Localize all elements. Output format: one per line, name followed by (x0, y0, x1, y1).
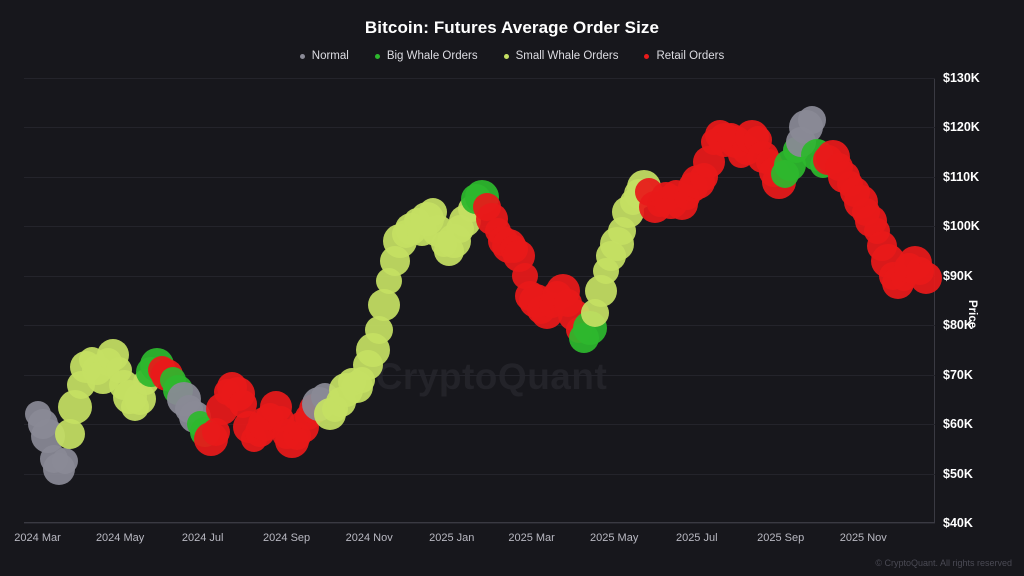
x-axis-line (24, 522, 935, 523)
gridline (24, 424, 935, 426)
x-axis-tick-label: 2024 Mar (14, 532, 61, 544)
legend-swatch-icon (299, 53, 305, 59)
x-axis-tick-label: 2025 Jan (429, 532, 475, 544)
gridline (24, 325, 935, 327)
y-axis-line (934, 78, 935, 523)
x-axis-tick-label: 2025 Mar (508, 532, 555, 544)
gridline (24, 78, 935, 79)
legend-swatch-icon (503, 53, 509, 59)
gridline (24, 473, 935, 475)
x-axis-tick-label: 2024 Nov (345, 532, 393, 544)
scatter-marker (909, 262, 942, 295)
legend-item-normal[interactable]: Normal (299, 50, 349, 62)
y-axis-tick-label: $120K (943, 120, 980, 135)
legend-item-label: Big Whale Orders (386, 50, 478, 62)
page-title: Bitcoin: Futures Average Order Size (364, 18, 660, 37)
legend-item-small-whale-orders[interactable]: Small Whale Orders (503, 50, 619, 62)
scatter-marker (51, 448, 78, 475)
scatter-marker (368, 289, 401, 322)
scatter-marker (797, 106, 826, 135)
x-axis-tick-label: 2024 Sep (263, 532, 311, 544)
x-axis-tick-labels: 2024 Mar 2024 May 2024 Jul 2024 Sep 2024 Nov… (0, 532, 1024, 552)
x-axis-tick-label: 2025 Nov (839, 532, 887, 544)
scatter-marker (55, 419, 86, 449)
y-axis-tick-labels: $130K $120K $110K $100K $90K $80K $70K $60K $50K… (943, 71, 1013, 530)
y-axis-title: Price (966, 300, 978, 329)
gridline (24, 176, 935, 178)
y-axis-tick-label: $60K (943, 417, 973, 432)
x-axis-tick-label: 2024 Jul (181, 532, 224, 544)
legend-swatch-icon (644, 53, 650, 59)
y-axis-tick-label: $90K (943, 268, 973, 283)
y-axis-tick-label: $110K (943, 169, 980, 184)
y-axis-tick-label: $40K (943, 516, 973, 530)
y-axis-tick-label: $80K (943, 318, 973, 333)
legend-item-label: Retail Orders (656, 50, 725, 62)
gridline (24, 523, 935, 524)
legend-item-retail-orders[interactable]: Retail Orders (644, 50, 724, 62)
chart-legend: Normal Big Whale Orders Small Whale Orders… (0, 50, 1024, 62)
x-axis-tick-label: 2025 Jul (675, 532, 718, 544)
y-axis-tick-label: $50K (943, 466, 973, 481)
copyright-footer: © CryptoQuant. All rights reserved (875, 558, 1012, 568)
legend-item-big-whale-orders[interactable]: Big Whale Orders (374, 50, 478, 62)
legend-item-label: Normal (311, 50, 349, 62)
x-axis-tick-label: 2025 Sep (757, 532, 805, 544)
y-axis-tick-label: $100K (943, 219, 980, 234)
x-axis-tick-label: 2025 May (590, 532, 639, 544)
gridline (24, 127, 935, 129)
x-axis-tick-label: 2024 May (95, 532, 145, 544)
y-axis-tick-label: $70K (943, 367, 973, 382)
y-axis-tick-label: $130K (943, 71, 980, 85)
legend-swatch-icon (374, 53, 380, 59)
gridline (24, 275, 935, 277)
plot-area: CryptoQuant (24, 78, 942, 524)
gridline (24, 374, 935, 376)
legend-item-label: Small Whale Orders (515, 50, 619, 62)
